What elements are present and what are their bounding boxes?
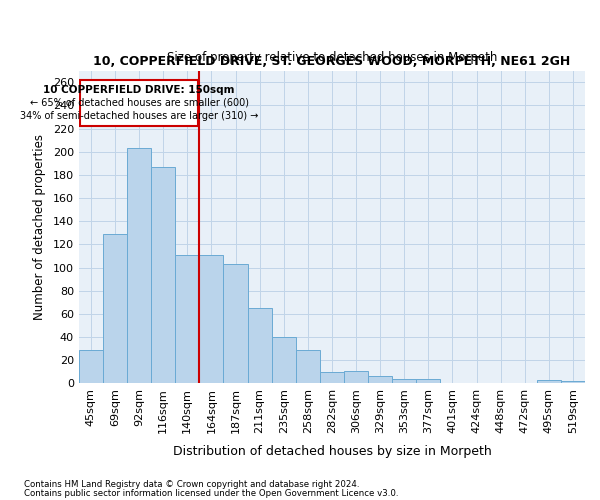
Bar bbox=[368, 376, 392, 384]
Bar bbox=[79, 350, 103, 384]
Bar bbox=[127, 148, 151, 384]
Bar bbox=[344, 370, 368, 384]
X-axis label: Distribution of detached houses by size in Morpeth: Distribution of detached houses by size … bbox=[173, 444, 491, 458]
Title: 10, COPPERFIELD DRIVE, ST. GEORGES WOOD, MORPETH, NE61 2GH: 10, COPPERFIELD DRIVE, ST. GEORGES WOOD,… bbox=[93, 55, 571, 68]
Bar bbox=[199, 255, 223, 384]
Bar bbox=[320, 372, 344, 384]
Bar bbox=[416, 379, 440, 384]
Text: Contains HM Land Registry data © Crown copyright and database right 2024.: Contains HM Land Registry data © Crown c… bbox=[24, 480, 359, 489]
Bar bbox=[151, 167, 175, 384]
Text: Contains public sector information licensed under the Open Government Licence v3: Contains public sector information licen… bbox=[24, 488, 398, 498]
Bar bbox=[392, 379, 416, 384]
Bar bbox=[537, 380, 561, 384]
Bar bbox=[223, 264, 248, 384]
Bar bbox=[103, 234, 127, 384]
Bar bbox=[296, 350, 320, 384]
Y-axis label: Number of detached properties: Number of detached properties bbox=[33, 134, 46, 320]
Text: 34% of semi-detached houses are larger (310) →: 34% of semi-detached houses are larger (… bbox=[20, 111, 258, 121]
Bar bbox=[561, 381, 585, 384]
Bar bbox=[80, 80, 198, 126]
Text: 10 COPPERFIELD DRIVE: 150sqm: 10 COPPERFIELD DRIVE: 150sqm bbox=[43, 84, 235, 94]
Text: ← 65% of detached houses are smaller (600): ← 65% of detached houses are smaller (60… bbox=[29, 98, 248, 108]
Text: Size of property relative to detached houses in Morpeth: Size of property relative to detached ho… bbox=[167, 52, 497, 64]
Bar bbox=[248, 308, 272, 384]
Bar bbox=[175, 255, 199, 384]
Bar bbox=[272, 337, 296, 384]
